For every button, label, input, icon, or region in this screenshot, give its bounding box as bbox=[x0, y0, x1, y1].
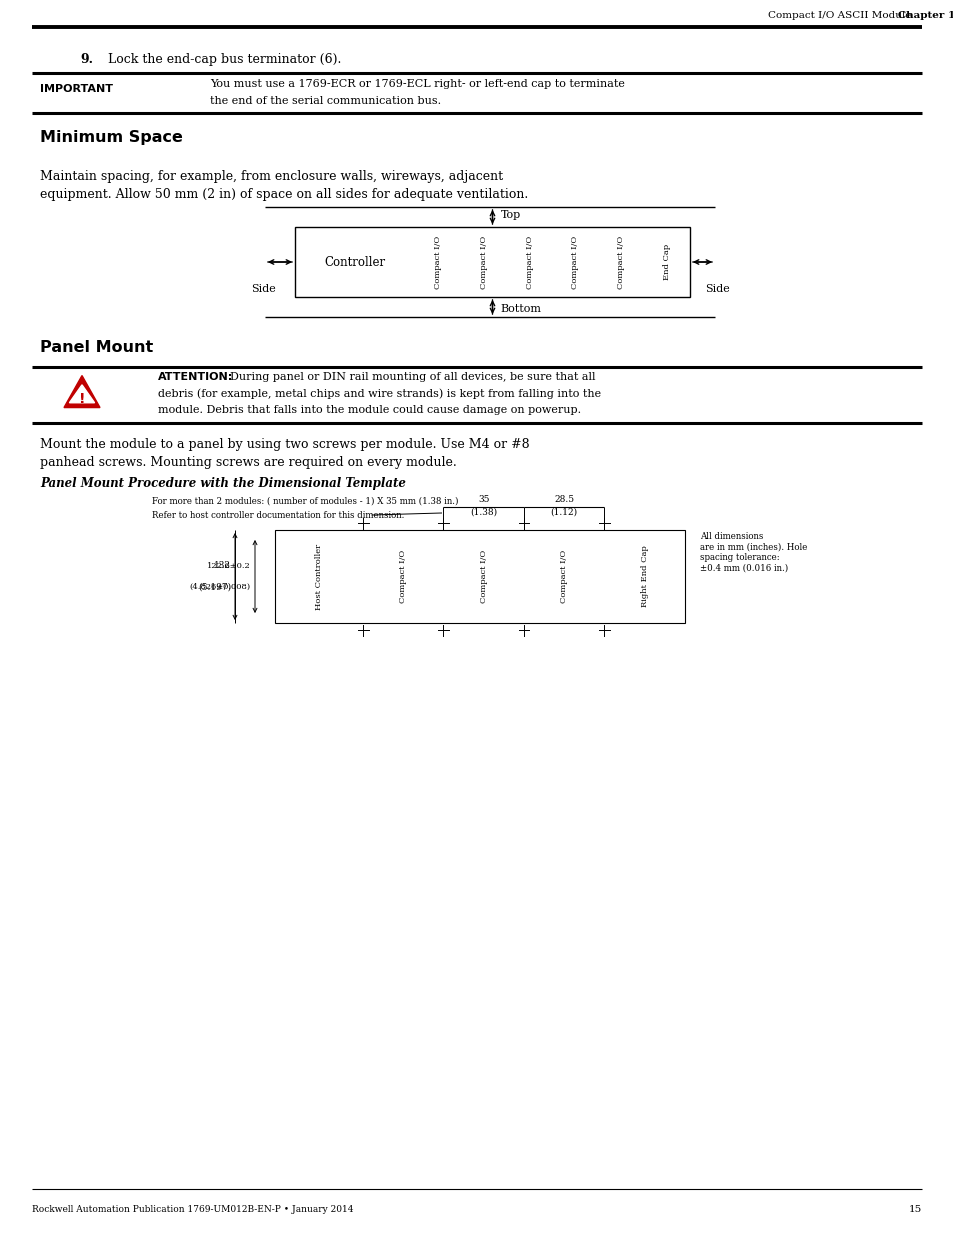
Text: debris (for example, metal chips and wire strands) is kept from falling into the: debris (for example, metal chips and wir… bbox=[158, 389, 600, 399]
Text: Compact I/O: Compact I/O bbox=[559, 550, 568, 603]
Text: Compact I/O: Compact I/O bbox=[525, 236, 533, 289]
Text: Side: Side bbox=[704, 284, 729, 294]
Text: Mount the module to a panel by using two screws per module. Use M4 or #8: Mount the module to a panel by using two… bbox=[40, 438, 529, 451]
Text: End Cap: End Cap bbox=[662, 245, 670, 280]
Text: module. Debris that falls into the module could cause damage on powerup.: module. Debris that falls into the modul… bbox=[158, 405, 580, 415]
Text: For more than 2 modules: ( number of modules - 1) X 35 mm (1.38 in.): For more than 2 modules: ( number of mod… bbox=[152, 496, 458, 506]
Bar bbox=[274, 530, 684, 622]
Text: Compact I/O: Compact I/O bbox=[571, 236, 578, 289]
Text: Top: Top bbox=[500, 210, 520, 220]
Text: panhead screws. Mounting screws are required on every module.: panhead screws. Mounting screws are requ… bbox=[40, 456, 456, 469]
Text: Compact I/O: Compact I/O bbox=[479, 236, 487, 289]
Text: Lock the end-cap bus terminator (6).: Lock the end-cap bus terminator (6). bbox=[108, 53, 341, 65]
Text: Compact I/O: Compact I/O bbox=[434, 236, 441, 289]
Text: (5.197): (5.197) bbox=[197, 583, 231, 592]
Text: Rockwell Automation Publication 1769-UM012B-EN-P • January 2014: Rockwell Automation Publication 1769-UM0… bbox=[32, 1205, 354, 1214]
Text: All dimensions
are in mm (inches). Hole
spacing tolerance:
±0.4 mm (0.016 in.): All dimensions are in mm (inches). Hole … bbox=[700, 532, 806, 572]
Text: You must use a 1769-ECR or 1769-ECL right- or left-end cap to terminate: You must use a 1769-ECR or 1769-ECL righ… bbox=[210, 79, 624, 89]
Text: 132: 132 bbox=[213, 562, 231, 571]
Text: 122.6±0.2: 122.6±0.2 bbox=[207, 562, 251, 571]
Text: 35: 35 bbox=[477, 495, 489, 504]
Text: Right End Cap: Right End Cap bbox=[640, 546, 648, 608]
Text: 9.: 9. bbox=[80, 53, 92, 65]
Text: Refer to host controller documentation for this dimension.: Refer to host controller documentation f… bbox=[152, 511, 404, 520]
Text: equipment. Allow 50 mm (2 in) of space on all sides for adequate ventilation.: equipment. Allow 50 mm (2 in) of space o… bbox=[40, 188, 528, 201]
Text: During panel or DIN rail mounting of all devices, be sure that all: During panel or DIN rail mounting of all… bbox=[230, 372, 595, 382]
Text: IMPORTANT: IMPORTANT bbox=[40, 84, 112, 94]
Text: !: ! bbox=[79, 391, 85, 406]
Text: 28.5: 28.5 bbox=[554, 495, 574, 504]
Text: Panel Mount Procedure with the Dimensional Template: Panel Mount Procedure with the Dimension… bbox=[40, 477, 405, 490]
Text: Maintain spacing, for example, from enclosure walls, wireways, adjacent: Maintain spacing, for example, from encl… bbox=[40, 170, 502, 183]
Text: Minimum Space: Minimum Space bbox=[40, 130, 183, 144]
Text: Bottom: Bottom bbox=[500, 304, 541, 314]
Text: ATTENTION:: ATTENTION: bbox=[158, 372, 233, 382]
Bar bbox=[294, 227, 689, 296]
Polygon shape bbox=[70, 385, 94, 403]
Text: Compact I/O: Compact I/O bbox=[479, 550, 487, 603]
Text: Compact I/O: Compact I/O bbox=[617, 236, 624, 289]
Text: Host Controller: Host Controller bbox=[314, 543, 323, 610]
Text: Controller: Controller bbox=[324, 256, 385, 268]
Text: (1.38): (1.38) bbox=[470, 508, 497, 517]
Text: 15: 15 bbox=[908, 1205, 921, 1214]
Text: the end of the serial communication bus.: the end of the serial communication bus. bbox=[210, 96, 440, 106]
Text: Compact I/O: Compact I/O bbox=[399, 550, 407, 603]
Text: Panel Mount: Panel Mount bbox=[40, 340, 153, 354]
Polygon shape bbox=[64, 375, 100, 408]
Text: (4.826±0.008): (4.826±0.008) bbox=[190, 583, 251, 590]
Text: (1.12): (1.12) bbox=[550, 508, 578, 517]
Text: Chapter 1: Chapter 1 bbox=[897, 11, 953, 20]
Text: Side: Side bbox=[251, 284, 275, 294]
Text: Compact I/O ASCII Module: Compact I/O ASCII Module bbox=[767, 11, 910, 20]
